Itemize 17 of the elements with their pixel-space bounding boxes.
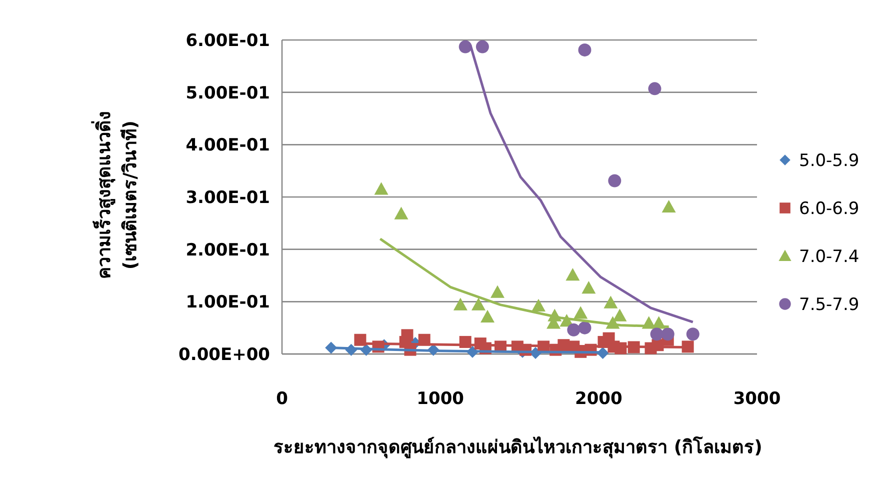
y-tick-label: 2.00E-01: [186, 240, 270, 260]
y-tick-label: 3.00E-01: [186, 188, 270, 208]
x-axis-title: ระยะทางจากจุดศูนย์กลางแผ่นดินไหวเกาะสุมาตรา (กิโลเมตร): [274, 436, 762, 459]
legend-label: 5.0-5.9: [799, 151, 860, 171]
legend-label: 7.5-7.9: [799, 295, 860, 315]
legend-label: 7.0-7.4: [799, 247, 860, 267]
x-tick-label: 3000: [733, 389, 781, 409]
y-tick-label: 6.00E-01: [186, 31, 270, 51]
y-tick-label: 1.00E-01: [186, 292, 270, 313]
y-axis-title: ความเร็วสูงสุดแนวดิ่ง (เซนติเมตร/วินาที): [91, 111, 141, 279]
legend-label: 6.0-6.9: [799, 199, 860, 219]
y-tick-label: 0.00E+00: [178, 345, 270, 365]
x-tick-label: 0: [276, 389, 288, 409]
y-tick-label: 5.00E-01: [186, 83, 270, 104]
x-tick-label: 1000: [416, 389, 464, 409]
x-tick-label: 2000: [575, 389, 622, 409]
y-tick-label: 4.00E-01: [186, 136, 270, 156]
